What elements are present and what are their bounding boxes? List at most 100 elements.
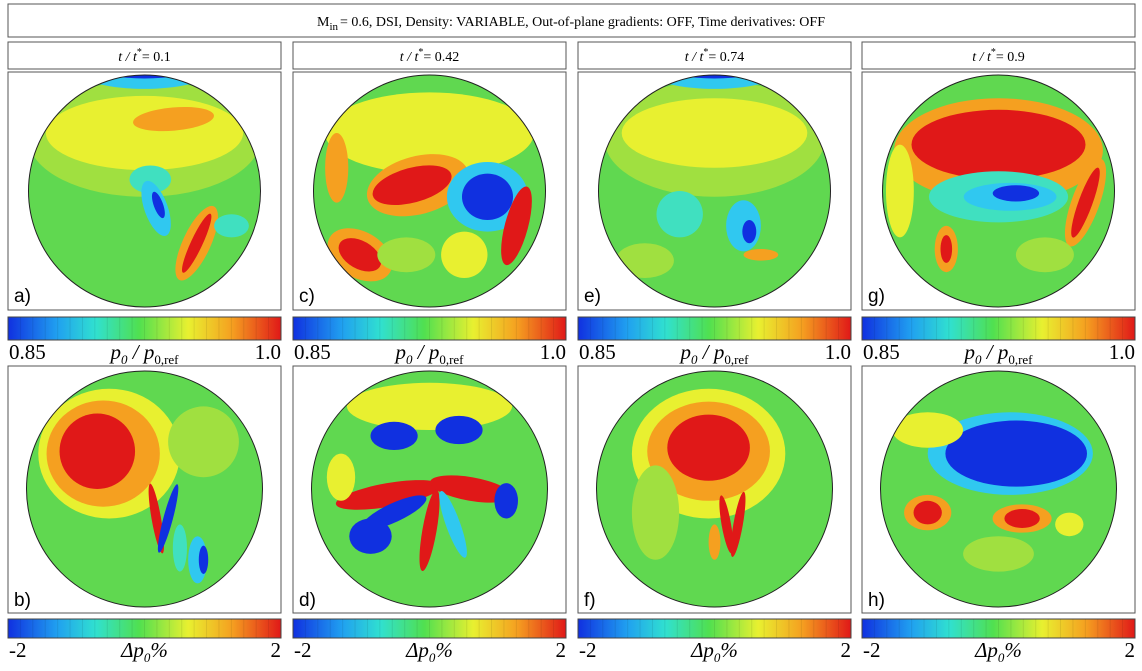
contour-region bbox=[963, 536, 1034, 572]
label-sub: 0 bbox=[975, 352, 982, 367]
contour-region bbox=[370, 421, 418, 451]
contour-region bbox=[133, 106, 214, 132]
contour-region bbox=[335, 480, 441, 510]
colorbar-min: -2 bbox=[294, 638, 312, 662]
plot-outline bbox=[313, 74, 546, 308]
label-part: / p bbox=[981, 340, 1008, 364]
label-sub: 0 bbox=[429, 650, 436, 665]
contour-region bbox=[441, 231, 488, 278]
colorbar-label: Δp0% bbox=[120, 638, 168, 665]
contour-region bbox=[742, 220, 757, 244]
colorbar-min: -2 bbox=[9, 638, 27, 662]
label-part: / p bbox=[127, 340, 154, 364]
time-var: t / t bbox=[400, 50, 420, 65]
plot-outline bbox=[26, 370, 263, 608]
time-value: = 0.42 bbox=[423, 50, 459, 65]
time-box bbox=[292, 41, 567, 70]
label-part: p bbox=[678, 340, 691, 364]
plot-outline bbox=[882, 74, 1115, 308]
contour-region bbox=[940, 235, 953, 263]
contour-region bbox=[80, 75, 209, 89]
label-sub: 0,ref bbox=[1008, 352, 1033, 367]
label-part: / p bbox=[412, 340, 439, 364]
contour-region bbox=[325, 92, 534, 174]
colorbar-min: 0.85 bbox=[863, 340, 900, 364]
label-part: Δp bbox=[690, 638, 714, 662]
time-sup: * bbox=[991, 47, 996, 58]
plot-outline bbox=[28, 74, 261, 308]
label-part: Δp bbox=[120, 638, 144, 662]
plot-outline bbox=[598, 74, 831, 308]
contour-region bbox=[615, 243, 674, 278]
colorbar bbox=[7, 316, 282, 341]
colorbar bbox=[577, 316, 852, 341]
time-label: t / t*= 0.42 bbox=[400, 47, 460, 65]
colorbar-min: -2 bbox=[863, 638, 881, 662]
time-box bbox=[577, 41, 852, 70]
contour-region bbox=[656, 191, 703, 238]
title-box bbox=[7, 3, 1136, 38]
contour-region bbox=[430, 475, 512, 503]
colorbar-max: 1.0 bbox=[255, 340, 281, 364]
contour-region bbox=[945, 420, 1087, 487]
contour-region bbox=[40, 202, 110, 249]
time-var: t / t bbox=[685, 50, 705, 65]
contour-region bbox=[377, 237, 436, 273]
contour-region bbox=[719, 495, 734, 554]
contour-region bbox=[501, 186, 532, 266]
contour-plot bbox=[882, 75, 1115, 307]
colorbar-max: 1.0 bbox=[1109, 340, 1135, 364]
panel-label: a) bbox=[14, 286, 31, 307]
colorbar bbox=[7, 618, 282, 639]
label-part: % bbox=[150, 638, 168, 662]
label-sub: 0 bbox=[406, 352, 413, 367]
time-label: t / t*= 0.74 bbox=[685, 47, 745, 65]
contour-region bbox=[214, 214, 249, 238]
contour-region bbox=[326, 453, 356, 501]
label-sub: 0,ref bbox=[724, 352, 749, 367]
label-sub: 0 bbox=[691, 352, 698, 367]
contour-region bbox=[151, 191, 165, 219]
contour-region bbox=[325, 133, 349, 203]
time-sup: * bbox=[137, 47, 142, 58]
colorbar bbox=[861, 316, 1136, 341]
plot-outline bbox=[311, 370, 548, 608]
contour-region bbox=[1071, 167, 1100, 238]
panel-label: f) bbox=[584, 590, 596, 611]
contour-region bbox=[168, 406, 239, 478]
contour-region bbox=[913, 500, 942, 525]
time-var: t / t bbox=[972, 50, 992, 65]
contour-region bbox=[885, 144, 914, 238]
colorbar-max: 2 bbox=[841, 638, 852, 662]
contour-region bbox=[439, 491, 467, 558]
panel-label: c) bbox=[299, 286, 315, 307]
colorbar-max: 1.0 bbox=[540, 340, 566, 364]
colorbar-label: p0 / p0,ref bbox=[108, 340, 179, 367]
panel-label: g) bbox=[868, 286, 885, 307]
colorbar-max: 2 bbox=[271, 638, 282, 662]
label-part: % bbox=[435, 638, 453, 662]
contour-region bbox=[667, 414, 750, 481]
colorbar-min: -2 bbox=[579, 638, 597, 662]
contour-region bbox=[435, 415, 483, 445]
colorbar bbox=[861, 618, 1136, 639]
contour-plot bbox=[26, 371, 263, 607]
contour-plot bbox=[598, 75, 831, 307]
label-sub: 0 bbox=[714, 650, 721, 665]
time-label: t / t*= 0.9 bbox=[972, 47, 1025, 65]
label-part: Δp bbox=[405, 638, 429, 662]
contour-region bbox=[198, 545, 209, 574]
contour-region bbox=[45, 95, 244, 171]
label-part: % bbox=[1004, 638, 1022, 662]
colorbar-max: 2 bbox=[556, 638, 567, 662]
contour-region bbox=[911, 109, 1086, 180]
panel-label: e) bbox=[584, 286, 601, 307]
contour-region bbox=[1055, 512, 1084, 537]
label-part: p bbox=[393, 340, 406, 364]
contour-region bbox=[650, 75, 779, 89]
contour-region bbox=[621, 98, 808, 168]
contour-region bbox=[1015, 237, 1074, 273]
label-sub: 0,ref bbox=[439, 352, 464, 367]
colorbar-label: Δp0% bbox=[690, 638, 738, 665]
